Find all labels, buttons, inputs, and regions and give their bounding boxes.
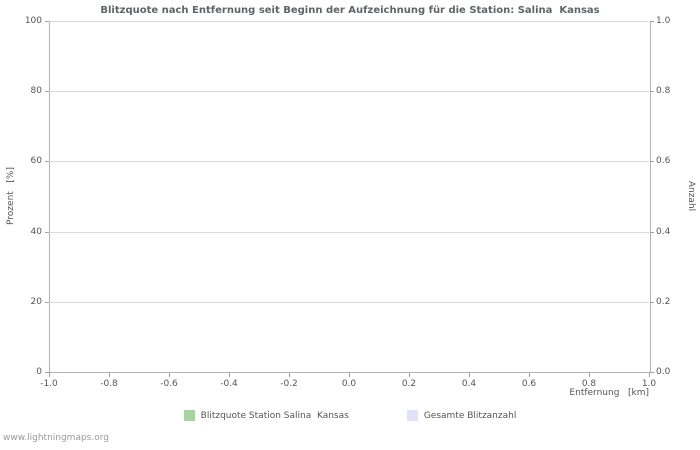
y-right-tick-mark [650,91,654,92]
x-tick-label: -0.6 [160,379,178,389]
x-tick-mark [649,373,650,377]
legend-label: Blitzquote Station Salina Kansas [200,410,349,421]
legend-item: Blitzquote Station Salina Kansas [183,410,349,421]
y-left-tick-mark [45,21,49,22]
y-left-tick-label: 0 [36,367,42,377]
y-right-tick-mark [650,302,654,303]
y-right-tick-label: 0.0 [656,367,671,377]
gridline-horizontal [49,161,649,162]
y-left-tick-mark [45,372,49,373]
x-tick-label: 0.4 [461,379,477,389]
x-tick-mark [409,373,410,377]
x-tick-label: 0.6 [521,379,537,389]
y-right-tick-mark [650,372,654,373]
plot-area [49,21,651,373]
x-tick-label: 0.2 [401,379,417,389]
y-right-tick-mark [650,161,654,162]
x-tick-label: 1.0 [641,379,657,389]
legend-swatch [406,410,418,421]
x-tick-mark [589,373,590,377]
x-tick-mark [349,373,350,377]
y-right-tick-label: 0.8 [656,86,671,96]
x-tick-mark [469,373,470,377]
x-tick-mark [289,373,290,377]
x-tick-mark [229,373,230,377]
x-tick-label: -0.2 [280,379,298,389]
x-axis-label: Entfernung [km] [569,388,649,398]
x-tick-label: 0.8 [581,379,597,389]
y-left-tick-mark [45,161,49,162]
x-tick-mark [109,373,110,377]
y-right-tick-label: 0.6 [656,156,671,166]
gridline-horizontal [49,21,649,22]
x-tick-mark [49,373,50,377]
x-tick-label: 0.0 [341,379,357,389]
y-left-tick-label: 40 [30,227,42,237]
gridline-horizontal [49,302,649,303]
watermark-text: www.lightningmaps.org [3,433,109,443]
gridline-horizontal [49,232,649,233]
x-tick-mark [169,373,170,377]
chart-title: Blitzquote nach Entfernung seit Beginn d… [100,5,600,16]
y-left-tick-label: 100 [24,16,42,26]
y-left-tick-mark [45,232,49,233]
y-left-tick-label: 60 [30,156,42,166]
x-tick-mark [529,373,530,377]
y-left-tick-label: 20 [30,297,42,307]
y-right-tick-mark [650,232,654,233]
y-right-tick-label: 1.0 [656,16,671,26]
legend-label: Gesamte Blitzanzahl [423,410,517,421]
y-axis-right-label: Anzahl [686,180,696,212]
y-right-tick-mark [650,21,654,22]
y-axis-left-label: Prozent [%] [6,167,16,225]
y-left-tick-mark [45,91,49,92]
x-tick-label: -1.0 [40,379,58,389]
y-left-tick-mark [45,302,49,303]
x-tick-label: -0.8 [100,379,118,389]
gridline-horizontal [49,91,649,92]
chart-legend: Blitzquote Station Salina Kansas Gesamte … [0,410,700,421]
x-tick-label: -0.4 [220,379,238,389]
y-right-tick-label: 0.4 [656,227,671,237]
y-right-tick-label: 0.2 [656,297,671,307]
y-left-tick-label: 80 [30,86,42,96]
legend-swatch [183,410,195,421]
legend-item: Gesamte Blitzanzahl [406,410,517,421]
